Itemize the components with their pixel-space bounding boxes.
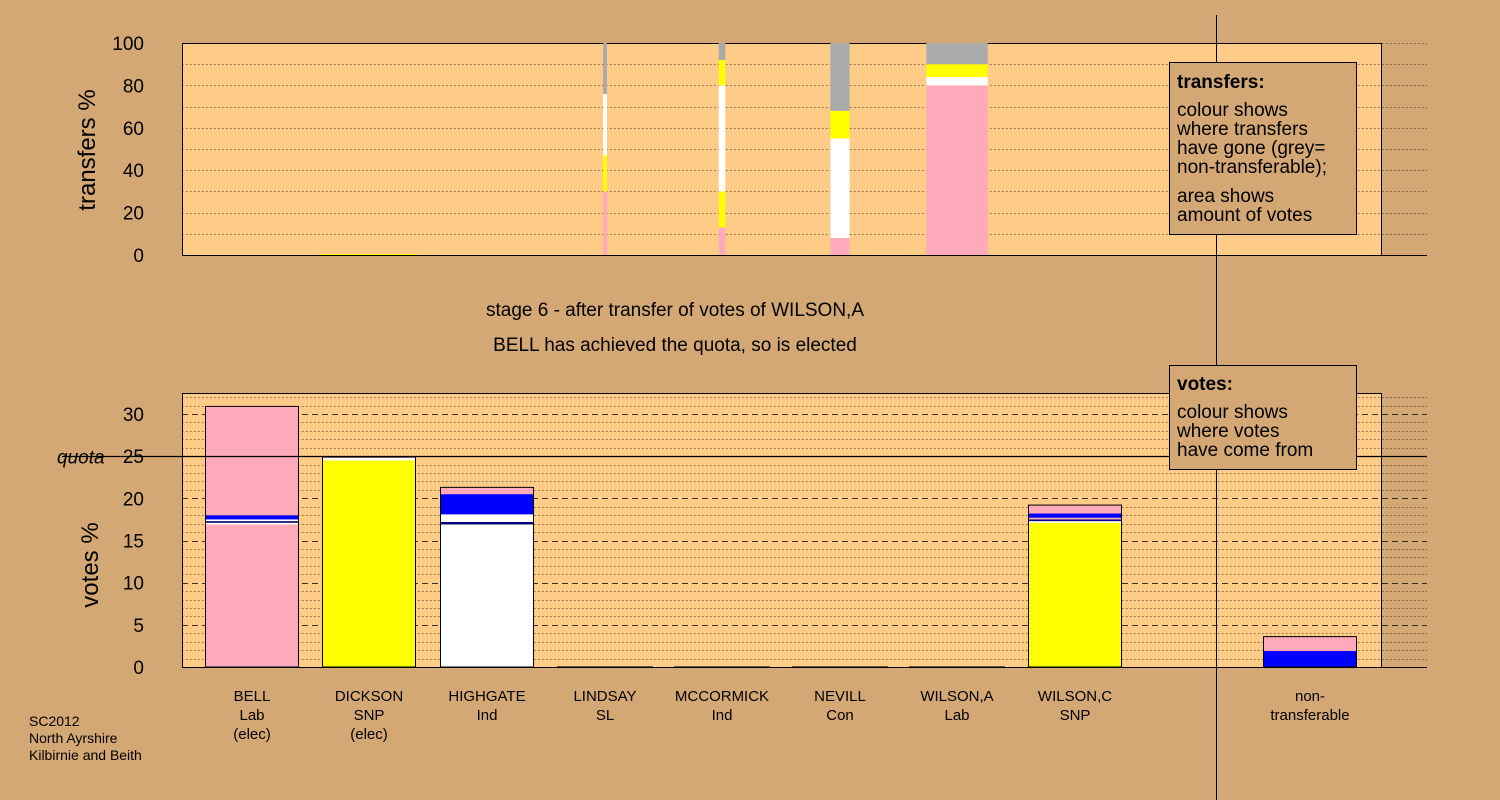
- votes-bar-segment: [322, 460, 416, 667]
- transfers-bar-segment: [718, 59, 726, 86]
- transfers-note-line: area shows: [1177, 186, 1274, 207]
- transfers-y-tick-label: 0: [133, 246, 144, 267]
- candidate-label: Con: [826, 707, 854, 724]
- transfers-y-tick-label: 20: [123, 204, 144, 225]
- candidate-label: WILSON,C: [1038, 688, 1112, 705]
- votes-bar-segment: [440, 494, 534, 515]
- votes-note-line: have come from: [1177, 440, 1313, 461]
- candidate-label: (elec): [350, 726, 388, 743]
- votes-bar-segment: [205, 406, 299, 516]
- candidate-label: SNP: [354, 707, 385, 724]
- transfers-bar-segment: [718, 85, 726, 192]
- transfers-bar-segment: [603, 43, 607, 94]
- votes-note-box: [1169, 365, 1357, 470]
- votes-y-tick-label: 5: [133, 616, 144, 637]
- transfers-bar-segment: [830, 138, 850, 239]
- votes-bar-segment: [1028, 513, 1122, 518]
- votes-bar-segment: [205, 522, 299, 525]
- votes-bar-segment: [1028, 522, 1122, 667]
- votes-y-tick-label: 30: [123, 405, 144, 426]
- transfers-bar-segment: [718, 43, 726, 60]
- votes-bar-segment: [440, 524, 534, 667]
- candidate-label: non-: [1295, 688, 1325, 705]
- transfers-bar-segment: [321, 254, 417, 255]
- transfers-bar-segment: [718, 227, 726, 255]
- transfers-note-title: transfers:: [1177, 72, 1265, 93]
- candidate-label: MCCORMICK: [675, 688, 769, 705]
- transfers-bar-segment: [830, 110, 850, 139]
- votes-bar-segment: [440, 514, 534, 522]
- candidate-label: Lab: [239, 707, 264, 724]
- candidate-label: LINDSAY: [573, 688, 636, 705]
- votes-y-tick-label: 10: [123, 574, 144, 595]
- transfers-y-axis-label: transfers %: [74, 89, 101, 210]
- transfers-bar-segment: [830, 238, 850, 255]
- stage-title: stage 6 - after transfer of votes of WIL…: [486, 300, 864, 321]
- votes-bar-segment: [1028, 521, 1122, 523]
- candidate-label: BELL: [234, 688, 271, 705]
- candidate-label: SL: [596, 707, 614, 724]
- transfers-bar-segment: [926, 76, 988, 86]
- votes-bar-segment: [205, 524, 299, 667]
- votes-y-tick-label: 20: [123, 489, 144, 510]
- votes-y-tick-label: 15: [123, 532, 144, 553]
- votes-bar-segment: [1263, 636, 1357, 651]
- transfers-bar-segment: [603, 191, 607, 255]
- votes-y-tick-label: 0: [133, 658, 144, 679]
- transfers-bar-segment: [718, 191, 726, 228]
- votes-bar-segment: [1028, 517, 1122, 520]
- votes-bar-segment: [205, 515, 299, 520]
- footer-line: SC2012: [29, 713, 80, 729]
- transfers-note-line: where transfers: [1176, 119, 1308, 140]
- transfers-bar-segment: [603, 93, 607, 156]
- transfers-y-tick-label: 60: [123, 119, 144, 140]
- transfers-note-line: amount of votes: [1177, 205, 1312, 226]
- stage-subtitle: BELL has achieved the quota, so is elect…: [493, 335, 857, 356]
- transfers-y-tick-label: 80: [123, 76, 144, 97]
- candidate-label: Ind: [712, 707, 733, 724]
- transfers-note-line: have gone (grey=: [1177, 138, 1325, 159]
- footer-line: Kilbirnie and Beith: [29, 747, 142, 763]
- transfers-bar-segment: [603, 155, 607, 192]
- votes-bar-segment: [1028, 505, 1122, 514]
- votes-bar-segment: [440, 487, 534, 495]
- candidate-label: (elec): [233, 726, 271, 743]
- candidate-label: transferable: [1270, 707, 1349, 724]
- votes-y-tick-label: 25: [123, 447, 144, 468]
- votes-note-line: colour shows: [1177, 402, 1288, 423]
- votes-bar-segment: [205, 521, 299, 523]
- transfers-y-tick-label: 100: [112, 34, 144, 55]
- votes-bar-segment: [322, 457, 416, 461]
- votes-bar-segment: [1028, 519, 1122, 522]
- votes-y-axis-label: votes %: [77, 522, 104, 607]
- transfers-note-line: colour shows: [1177, 100, 1288, 121]
- transfers-y-tick-label: 40: [123, 161, 144, 182]
- candidate-label: DICKSON: [335, 688, 403, 705]
- transfers-bar-segment: [926, 64, 988, 77]
- transfers-bar-segment: [830, 43, 850, 111]
- candidate-label: NEVILL: [814, 688, 866, 705]
- transfers-bar-segment: [926, 85, 988, 256]
- votes-bar-segment: [1263, 650, 1357, 667]
- transfers-note-box: [1169, 62, 1357, 235]
- votes-bar-segment: [440, 521, 534, 525]
- votes-note: votes: colour shows where votes have com…: [1169, 365, 1357, 470]
- candidate-label: SNP: [1060, 707, 1091, 724]
- footer-line: North Ayrshire: [29, 730, 118, 746]
- votes-bar-segment: [205, 519, 299, 522]
- votes-note-line: where votes: [1176, 421, 1279, 442]
- quota-label: quota: [57, 448, 105, 469]
- transfers-note: transfers: colour shows where transfers …: [1169, 62, 1357, 235]
- candidate-label: Ind: [477, 707, 498, 724]
- footer: SC2012 North Ayrshire Kilbirnie and Beit…: [29, 713, 142, 763]
- votes-note-title: votes:: [1177, 374, 1233, 395]
- candidate-label: Lab: [944, 707, 969, 724]
- candidate-label: WILSON,A: [920, 688, 993, 705]
- transfers-note-line: non-transferable);: [1177, 157, 1327, 178]
- transfers-bar-segment: [926, 43, 988, 65]
- candidate-label: HIGHGATE: [448, 688, 525, 705]
